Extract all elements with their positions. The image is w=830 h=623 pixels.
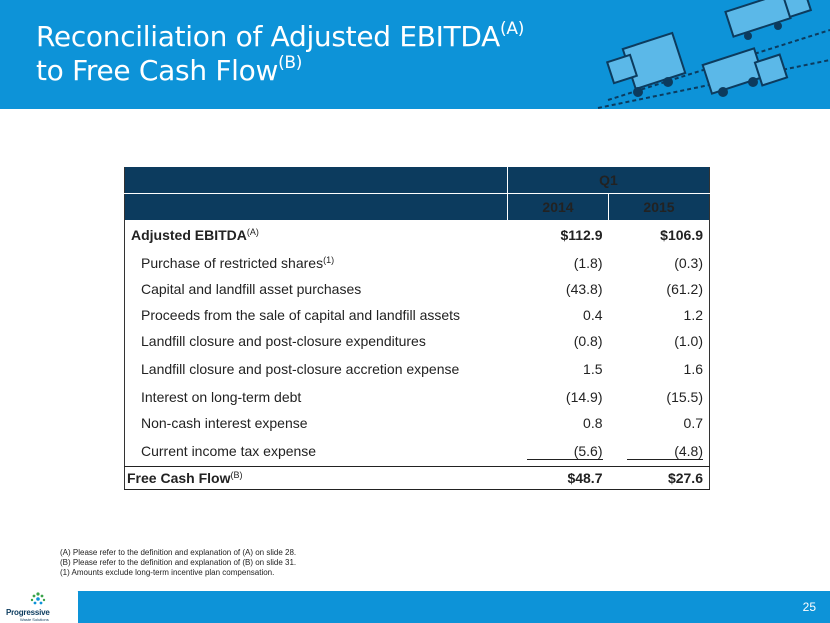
value-2015: 0.7 [683,415,703,431]
table-row: Current income tax expense (5.6) (4.8) [125,436,710,467]
value-2014: (14.9) [565,389,603,405]
value-2015: $27.6 [608,466,710,490]
value-2014: 0.8 [583,415,603,431]
row-label: Free Cash Flow(B) [124,466,508,490]
slide-title: Reconciliation of Adjusted EBITDA(A) to … [36,20,524,88]
value-2014: $112.9 [560,227,603,243]
table-row: Landfill closure and post-closure accret… [125,354,710,384]
value-2015: (15.5) [666,389,703,405]
table-header-period-row: Q1 [124,167,710,194]
footnote-1: (1) Amounts exclude long-term incentive … [60,568,275,577]
footnote-a: (A) Please refer to the definition and e… [60,548,297,557]
table-row: Non-cash interest expense 0.8 0.7 [125,410,710,436]
value-2014: 0.4 [583,307,603,323]
table-row: Landfill closure and post-closure expend… [125,328,710,354]
title-line-2: to Free Cash Flow [36,54,279,87]
period-header: Q1 [507,167,710,194]
row-label: Current income tax expense [141,443,317,459]
table-header-year-row: 2014 2015 [124,193,710,220]
value-2015: (1.0) [674,333,703,349]
table-row: Capital and landfill asset purchases (43… [125,276,710,302]
year-2015-header: 2015 [608,193,710,220]
row-label: Proceeds from the sale of capital and la… [141,307,461,323]
value-2015: $106.9 [660,227,703,243]
footnotes: (A) Please refer to the definition and e… [60,548,296,578]
footnote-b: (B) Please refer to the definition and e… [60,558,297,567]
value-2015: (0.3) [674,255,703,271]
header-blank [124,167,508,194]
logo-tagline: Waste Solutions [20,617,49,622]
row-label: Purchase of restricted shares(1) [141,255,335,271]
row-label: Capital and landfill asset purchases [141,281,362,297]
table-row: Adjusted EBITDA(A) $112.9 $106.9 [125,220,710,250]
header-blank-2 [124,193,508,220]
value-2014: $48.7 [507,466,609,490]
row-label: Adjusted EBITDA(A) [131,227,259,243]
title-sup-2: (B) [278,53,303,73]
row-label: Landfill closure and post-closure expend… [141,333,426,349]
footer-band [0,591,830,623]
row-label: Non-cash interest expense [141,415,308,431]
value-2015: 1.6 [683,361,703,377]
page-number: 25 [802,600,816,614]
header-band [0,0,830,109]
year-2014-header: 2014 [507,193,609,220]
garbage-truck-icon [597,0,830,109]
value-2015: 1.2 [683,307,703,323]
title-sup-1: (A) [500,19,525,39]
value-2014: (0.8) [573,333,603,349]
value-2014: (43.8) [565,281,603,297]
total-row: Free Cash Flow(B) $48.7 $27.6 [124,466,710,490]
reconciliation-table: Q1 2014 2015 Adjusted EBITDA(A) $112.9 $… [124,167,710,490]
value-2014: (1.8) [573,255,603,271]
row-label: Landfill closure and post-closure accret… [141,361,460,377]
value-2015: (61.2) [666,281,703,297]
title-line-1: Reconciliation of Adjusted EBITDA [36,20,501,53]
progressive-logo-icon [30,592,46,605]
value-2014: 1.5 [583,361,603,377]
value-2015: (4.8) [609,436,710,467]
table-row: Interest on long-term debt (14.9) (15.5) [125,384,710,410]
table-row: Purchase of restricted shares(1) (1.8) (… [125,250,710,276]
value-2014: (5.6) [508,436,609,467]
row-label: Interest on long-term debt [141,389,302,405]
table-row: Proceeds from the sale of capital and la… [125,302,710,328]
logo-name: Progressive [6,608,50,617]
